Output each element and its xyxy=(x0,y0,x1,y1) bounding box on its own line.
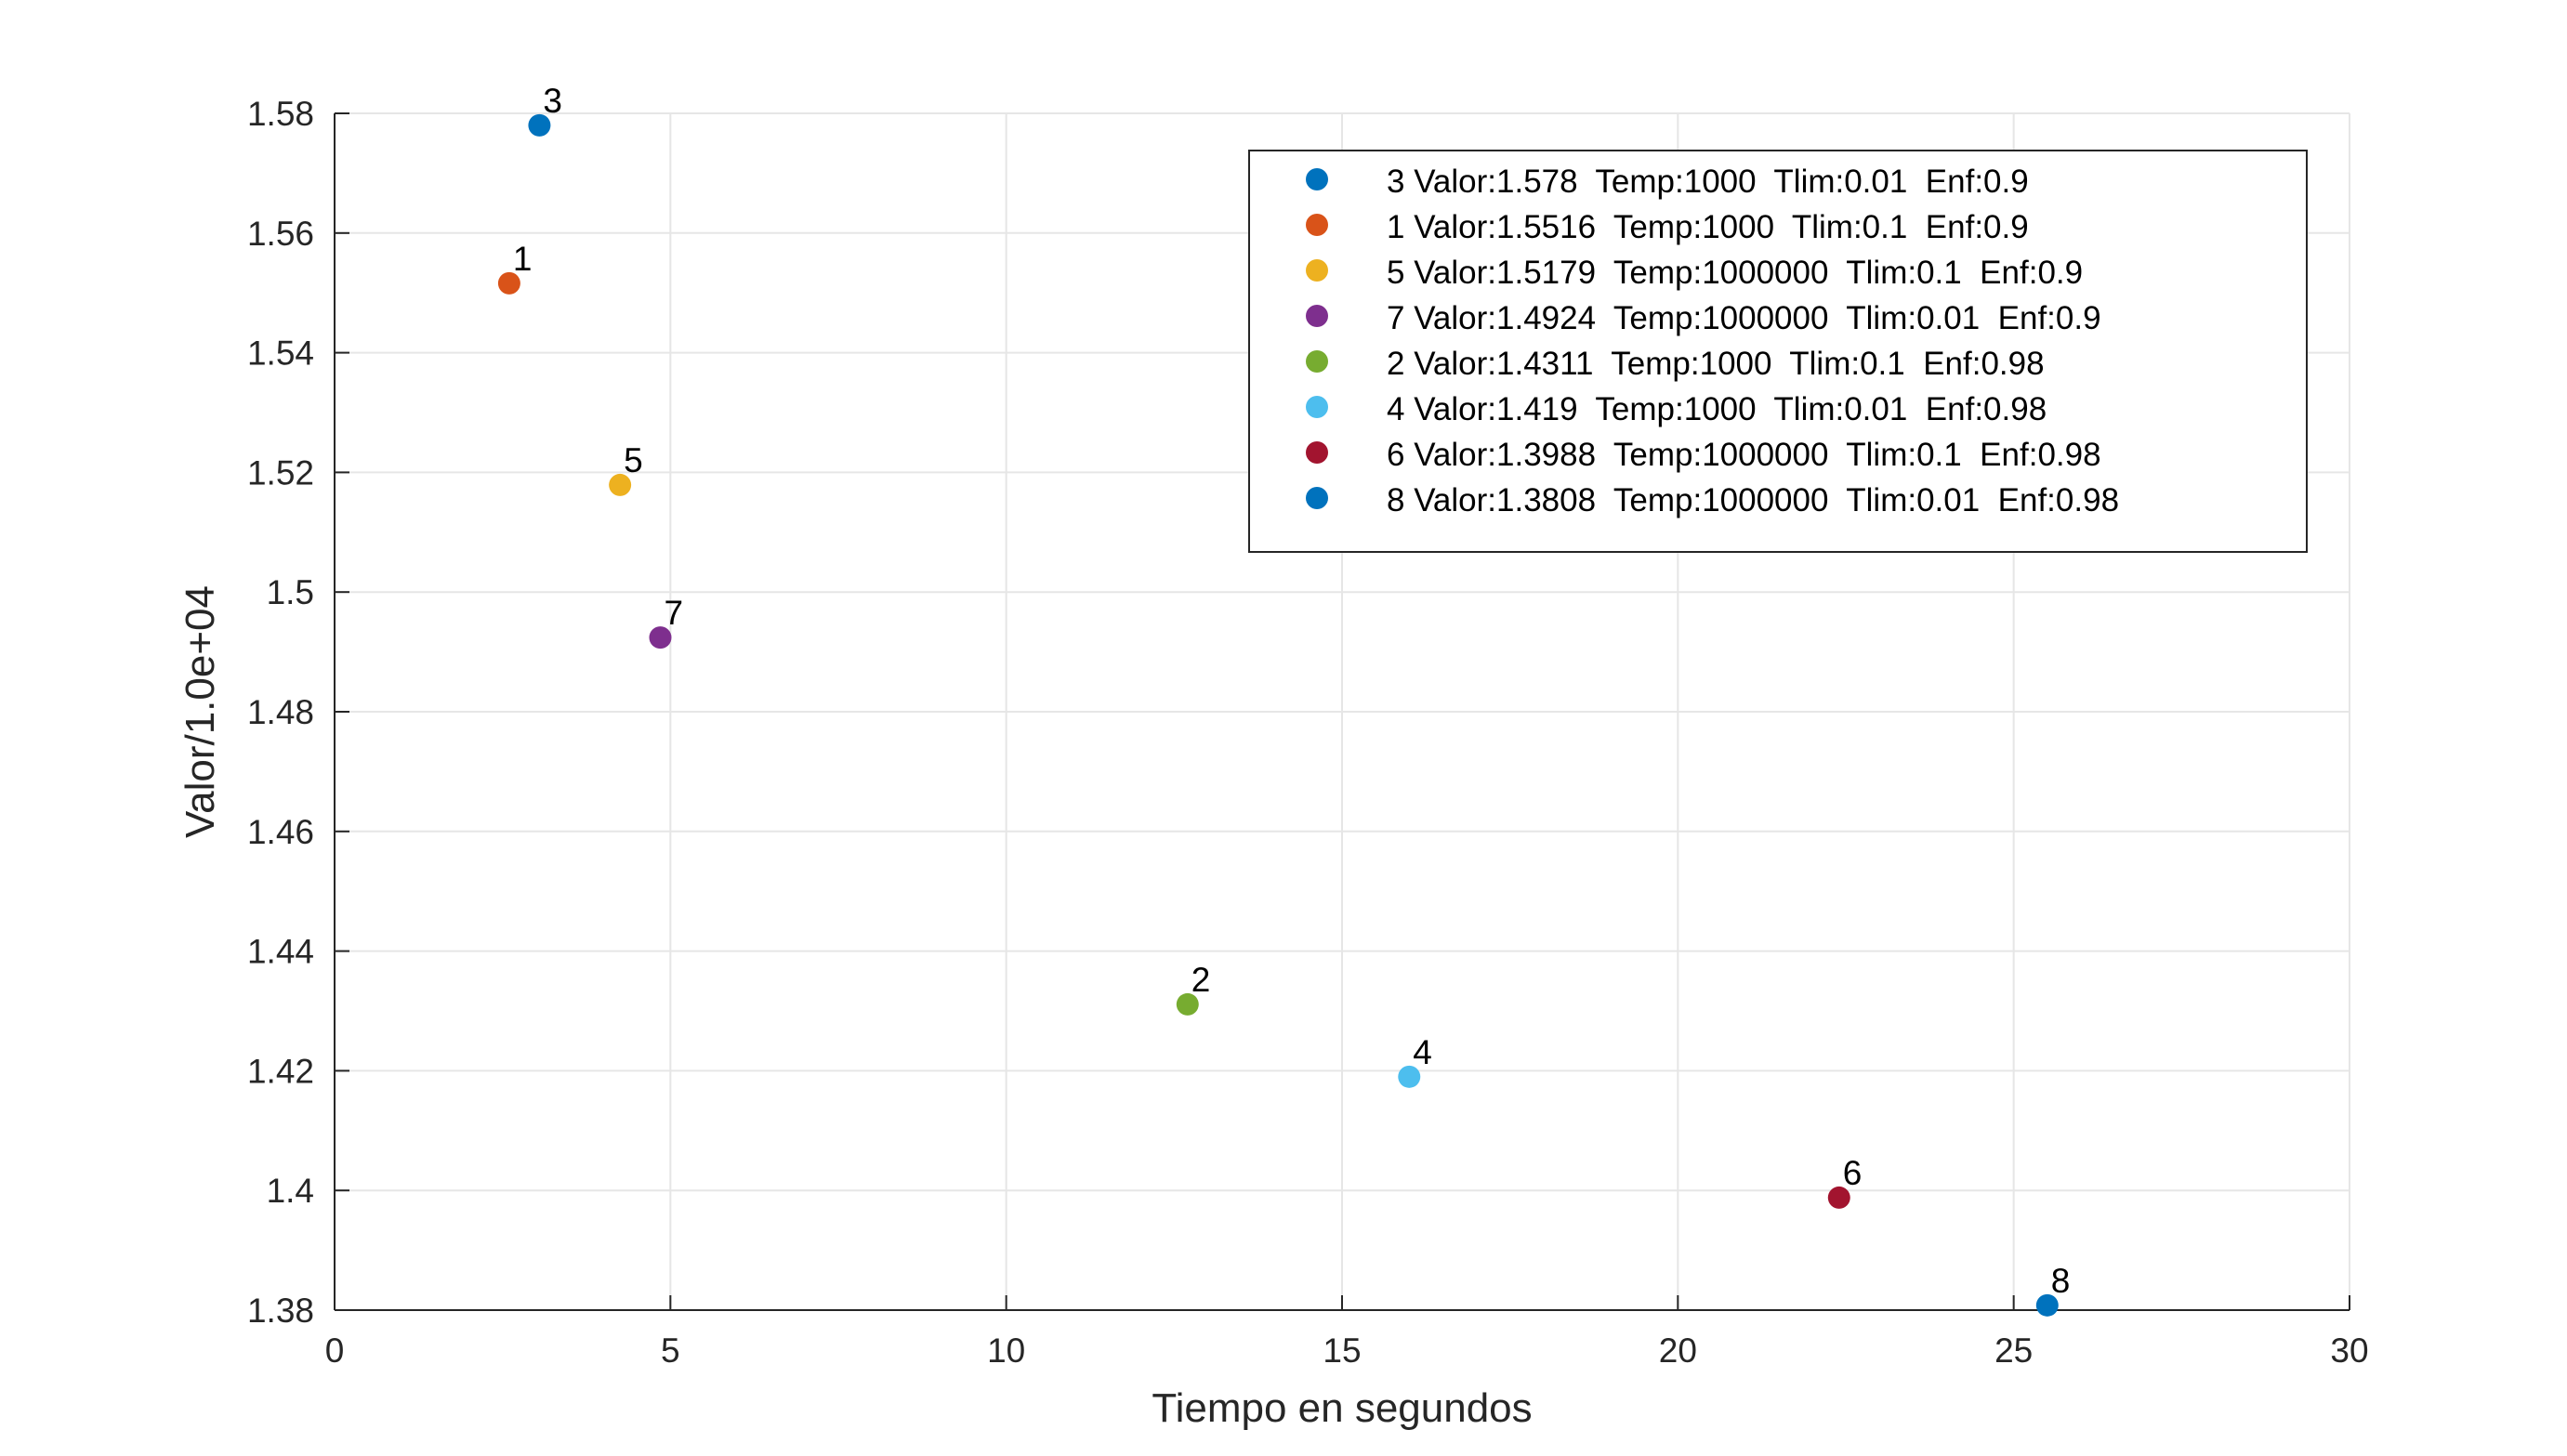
y-tick-label: 1.5 xyxy=(267,573,314,611)
legend-marker xyxy=(1306,350,1328,373)
data-point-label: 6 xyxy=(1843,1154,1863,1192)
x-axis-ticks: 0 5 10 15 20 25 30 xyxy=(325,1295,2369,1370)
y-tick-label: 1.44 xyxy=(247,933,314,971)
x-tick-label: 10 xyxy=(987,1331,1025,1370)
y-axis-label: Valor/1.0e+04 xyxy=(178,585,223,838)
data-point-label: 1 xyxy=(513,240,533,278)
data-point xyxy=(1176,992,1199,1016)
y-tick-label: 1.46 xyxy=(247,813,314,851)
x-tick-label: 25 xyxy=(1994,1331,2033,1370)
x-tick-label: 20 xyxy=(1659,1331,1697,1370)
x-tick-label: 15 xyxy=(1323,1331,1361,1370)
y-tick-label: 1.56 xyxy=(247,215,314,253)
legend-entry: 8 Valor:1.3808 Temp:1000000 Tlim:0.01 En… xyxy=(1387,482,2119,518)
legend-entry: 1 Valor:1.5516 Temp:1000 Tlim:0.1 Enf:0.… xyxy=(1387,209,2029,245)
data-point xyxy=(497,271,520,295)
y-tick-label: 1.4 xyxy=(267,1172,314,1210)
data-point-label: 2 xyxy=(1191,961,1211,999)
legend-marker xyxy=(1306,305,1328,327)
data-point-label: 8 xyxy=(2051,1262,2071,1300)
legend: 3 Valor:1.578 Temp:1000 Tlim:0.01 Enf:0.… xyxy=(1248,150,2308,553)
x-axis-label: Tiempo en segundos xyxy=(1152,1385,1532,1431)
y-tick-label: 1.54 xyxy=(247,334,314,373)
y-tick-label: 1.42 xyxy=(247,1052,314,1090)
y-axis-ticks: 1.38 1.4 1.42 1.44 1.46 1.48 1.5 1.52 1.54 1.56 1.… xyxy=(247,95,349,1330)
legend-entry: 7 Valor:1.4924 Temp:1000000 Tlim:0.01 En… xyxy=(1387,300,2101,336)
data-point xyxy=(609,473,632,496)
x-tick-label: 0 xyxy=(325,1331,345,1370)
data-point-label: 3 xyxy=(543,82,562,120)
legend-entry: 5 Valor:1.5179 Temp:1000000 Tlim:0.1 Enf… xyxy=(1387,255,2083,291)
y-tick-label: 1.52 xyxy=(247,453,314,492)
x-tick-label: 30 xyxy=(2330,1331,2368,1370)
legend-entry: 3 Valor:1.578 Temp:1000 Tlim:0.01 Enf:0.… xyxy=(1387,164,2029,200)
legend-entry: 2 Valor:1.4311 Temp:1000 Tlim:0.1 Enf:0.… xyxy=(1387,346,2045,382)
data-point xyxy=(528,113,551,137)
legend-marker xyxy=(1306,396,1328,418)
y-tick-label: 1.38 xyxy=(247,1292,314,1330)
legend-marker xyxy=(1306,214,1328,236)
legend-entry: 4 Valor:1.419 Temp:1000 Tlim:0.01 Enf:0.… xyxy=(1387,391,2047,427)
legend-entry: 6 Valor:1.3988 Temp:1000000 Tlim:0.1 Enf… xyxy=(1387,437,2101,473)
data-point xyxy=(2035,1293,2059,1317)
data-point xyxy=(649,626,672,649)
legend-box xyxy=(1248,150,2308,553)
data-point-label: 5 xyxy=(624,441,643,479)
data-point xyxy=(1827,1186,1850,1209)
y-tick-label: 1.48 xyxy=(247,693,314,731)
data-points: 3 1 5 7 2 4 6 8 xyxy=(497,82,2071,1317)
legend-marker xyxy=(1306,441,1328,464)
legend-marker xyxy=(1306,487,1328,509)
data-point-label: 7 xyxy=(664,594,683,632)
data-point-label: 4 xyxy=(1413,1033,1432,1071)
y-tick-label: 1.58 xyxy=(247,95,314,133)
x-tick-label: 5 xyxy=(661,1331,680,1370)
data-point xyxy=(1398,1065,1421,1088)
legend-marker xyxy=(1306,168,1328,190)
legend-marker xyxy=(1306,259,1328,282)
